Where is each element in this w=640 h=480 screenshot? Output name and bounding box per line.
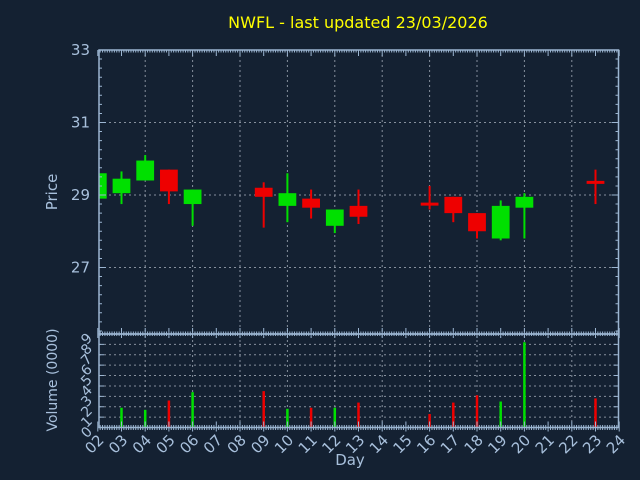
candle-day-4 <box>136 155 155 181</box>
candle-day-5 <box>160 169 178 205</box>
candle-day-6 <box>183 189 202 226</box>
y-tick-rows <box>99 49 619 428</box>
x-tick-row <box>97 50 620 56</box>
volume-axis-label: Volume (0000) <box>45 328 61 431</box>
chart-title: NWFL - last updated 23/03/2026 <box>228 13 488 32</box>
candle-day-13 <box>349 189 368 224</box>
price-tick-label: 31 <box>71 114 90 132</box>
candle-day-9 <box>254 182 273 228</box>
x-tick-row <box>97 334 620 338</box>
candle-day-19 <box>491 200 510 241</box>
x-tick-row <box>97 328 620 334</box>
candle-day-23 <box>586 169 605 205</box>
x-axis-label: Day <box>335 451 365 469</box>
candle-day-17 <box>444 196 463 223</box>
x-tick-row <box>97 421 620 428</box>
candle-day-16 <box>420 185 439 210</box>
candle-day-10 <box>278 173 297 223</box>
candle-day-3 <box>112 171 131 205</box>
price-tick-label: 29 <box>71 186 90 204</box>
candles <box>99 155 605 241</box>
price-axis-label: Price <box>43 174 61 211</box>
price-tick-label: 27 <box>71 259 90 277</box>
candle-day-20 <box>515 193 534 239</box>
x-tick-row <box>97 427 620 432</box>
price-tick-label: 33 <box>71 41 90 59</box>
candle-day-12 <box>325 209 344 234</box>
candle-day-18 <box>468 213 486 239</box>
candle-day-11 <box>302 189 320 219</box>
candle-day-2 <box>99 173 107 199</box>
